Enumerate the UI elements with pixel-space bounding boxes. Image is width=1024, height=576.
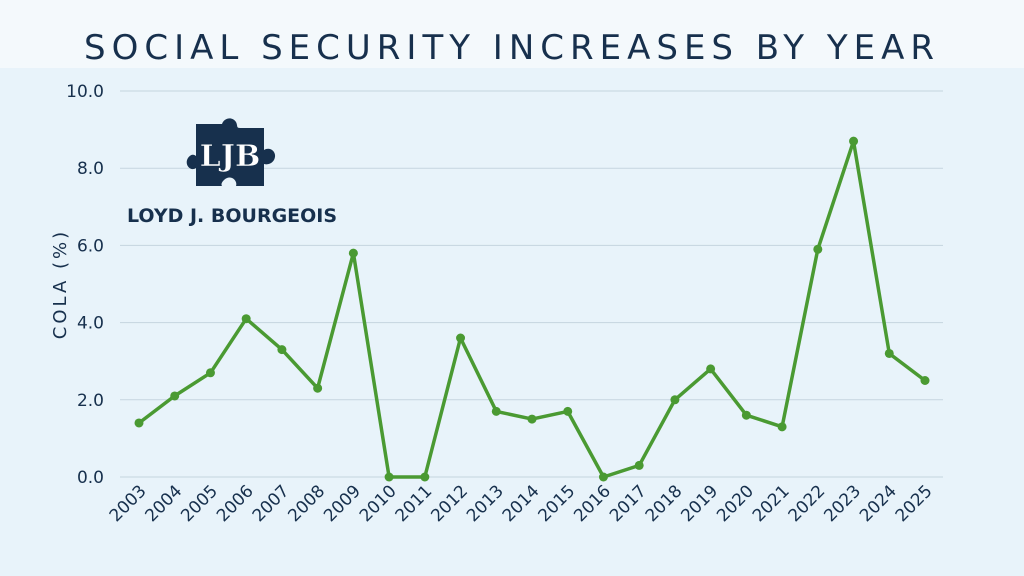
data-point (384, 472, 394, 482)
y-tick-label: 6.0 (77, 236, 104, 256)
data-point (813, 244, 823, 254)
x-tick-label: 2009 (320, 481, 365, 526)
data-point (598, 472, 608, 482)
logo-name: LOYD J. BOURGEOIS (127, 205, 337, 227)
x-tick-label: 2016 (570, 481, 615, 526)
data-points (134, 136, 930, 482)
data-point (420, 472, 430, 482)
data-point (741, 410, 751, 420)
x-tick-label: 2017 (606, 481, 651, 526)
y-tick-label: 10.0 (66, 82, 104, 102)
y-axis-label: COLA (%) (50, 229, 71, 339)
x-tick-label: 2015 (535, 481, 580, 526)
puzzle-piece-icon (186, 118, 276, 186)
x-tick-label: 2013 (463, 481, 508, 526)
data-point (313, 383, 323, 393)
data-point (456, 333, 466, 343)
logo: LJB LOYD J. BOURGEOIS (127, 118, 337, 227)
x-tick-label: 2023 (820, 481, 865, 526)
x-tick-label: 2005 (177, 481, 222, 526)
x-tick-label: 2022 (785, 481, 830, 526)
x-tick-label: 2018 (642, 481, 687, 526)
data-point (348, 248, 358, 258)
y-tick-label: 4.0 (77, 314, 104, 334)
x-tick-label: 2014 (499, 481, 544, 526)
x-tick-label: 2004 (142, 481, 187, 526)
series-line (137, 139, 927, 479)
x-tick-label: 2021 (749, 481, 794, 526)
data-point (634, 460, 644, 470)
data-point (706, 364, 716, 374)
data-point (777, 422, 787, 432)
data-point (563, 406, 573, 416)
x-tick-label: 2007 (249, 481, 294, 526)
data-point (170, 391, 180, 401)
x-tick-label: 2025 (892, 481, 937, 526)
x-tick-label: 2003 (106, 481, 151, 526)
x-tick-label: 2006 (213, 481, 258, 526)
x-tick-label: 2019 (677, 481, 722, 526)
x-tick-label: 2012 (427, 481, 472, 526)
y-tick-label: 0.0 (77, 468, 104, 488)
x-tick-label: 2011 (392, 481, 437, 526)
data-point (277, 345, 287, 355)
logo-letters: LJB (200, 139, 261, 174)
x-tick-label: 2008 (284, 481, 329, 526)
x-tick-label: 2020 (713, 481, 758, 526)
x-tick-label: 2010 (356, 481, 401, 526)
data-point (491, 406, 501, 416)
data-point (884, 348, 894, 358)
data-point (920, 376, 930, 385)
title-band (0, 0, 1024, 68)
y-tick-label: 2.0 (77, 391, 104, 411)
data-point (205, 368, 215, 378)
data-point (670, 395, 680, 405)
x-tick-labels: 2003200420052006200720082009201020112012… (106, 481, 937, 526)
x-tick-label: 2024 (856, 481, 901, 526)
y-tick-label: 8.0 (77, 159, 104, 179)
y-tick-labels: 0.0 2.0 4.0 6.0 8.0 10.0 (66, 82, 104, 488)
data-point (134, 418, 144, 428)
chart-title: SOCIAL SECURITY INCREASES BY YEAR (83, 28, 940, 68)
data-point (241, 314, 251, 324)
data-point (849, 136, 859, 146)
data-point (527, 414, 537, 424)
